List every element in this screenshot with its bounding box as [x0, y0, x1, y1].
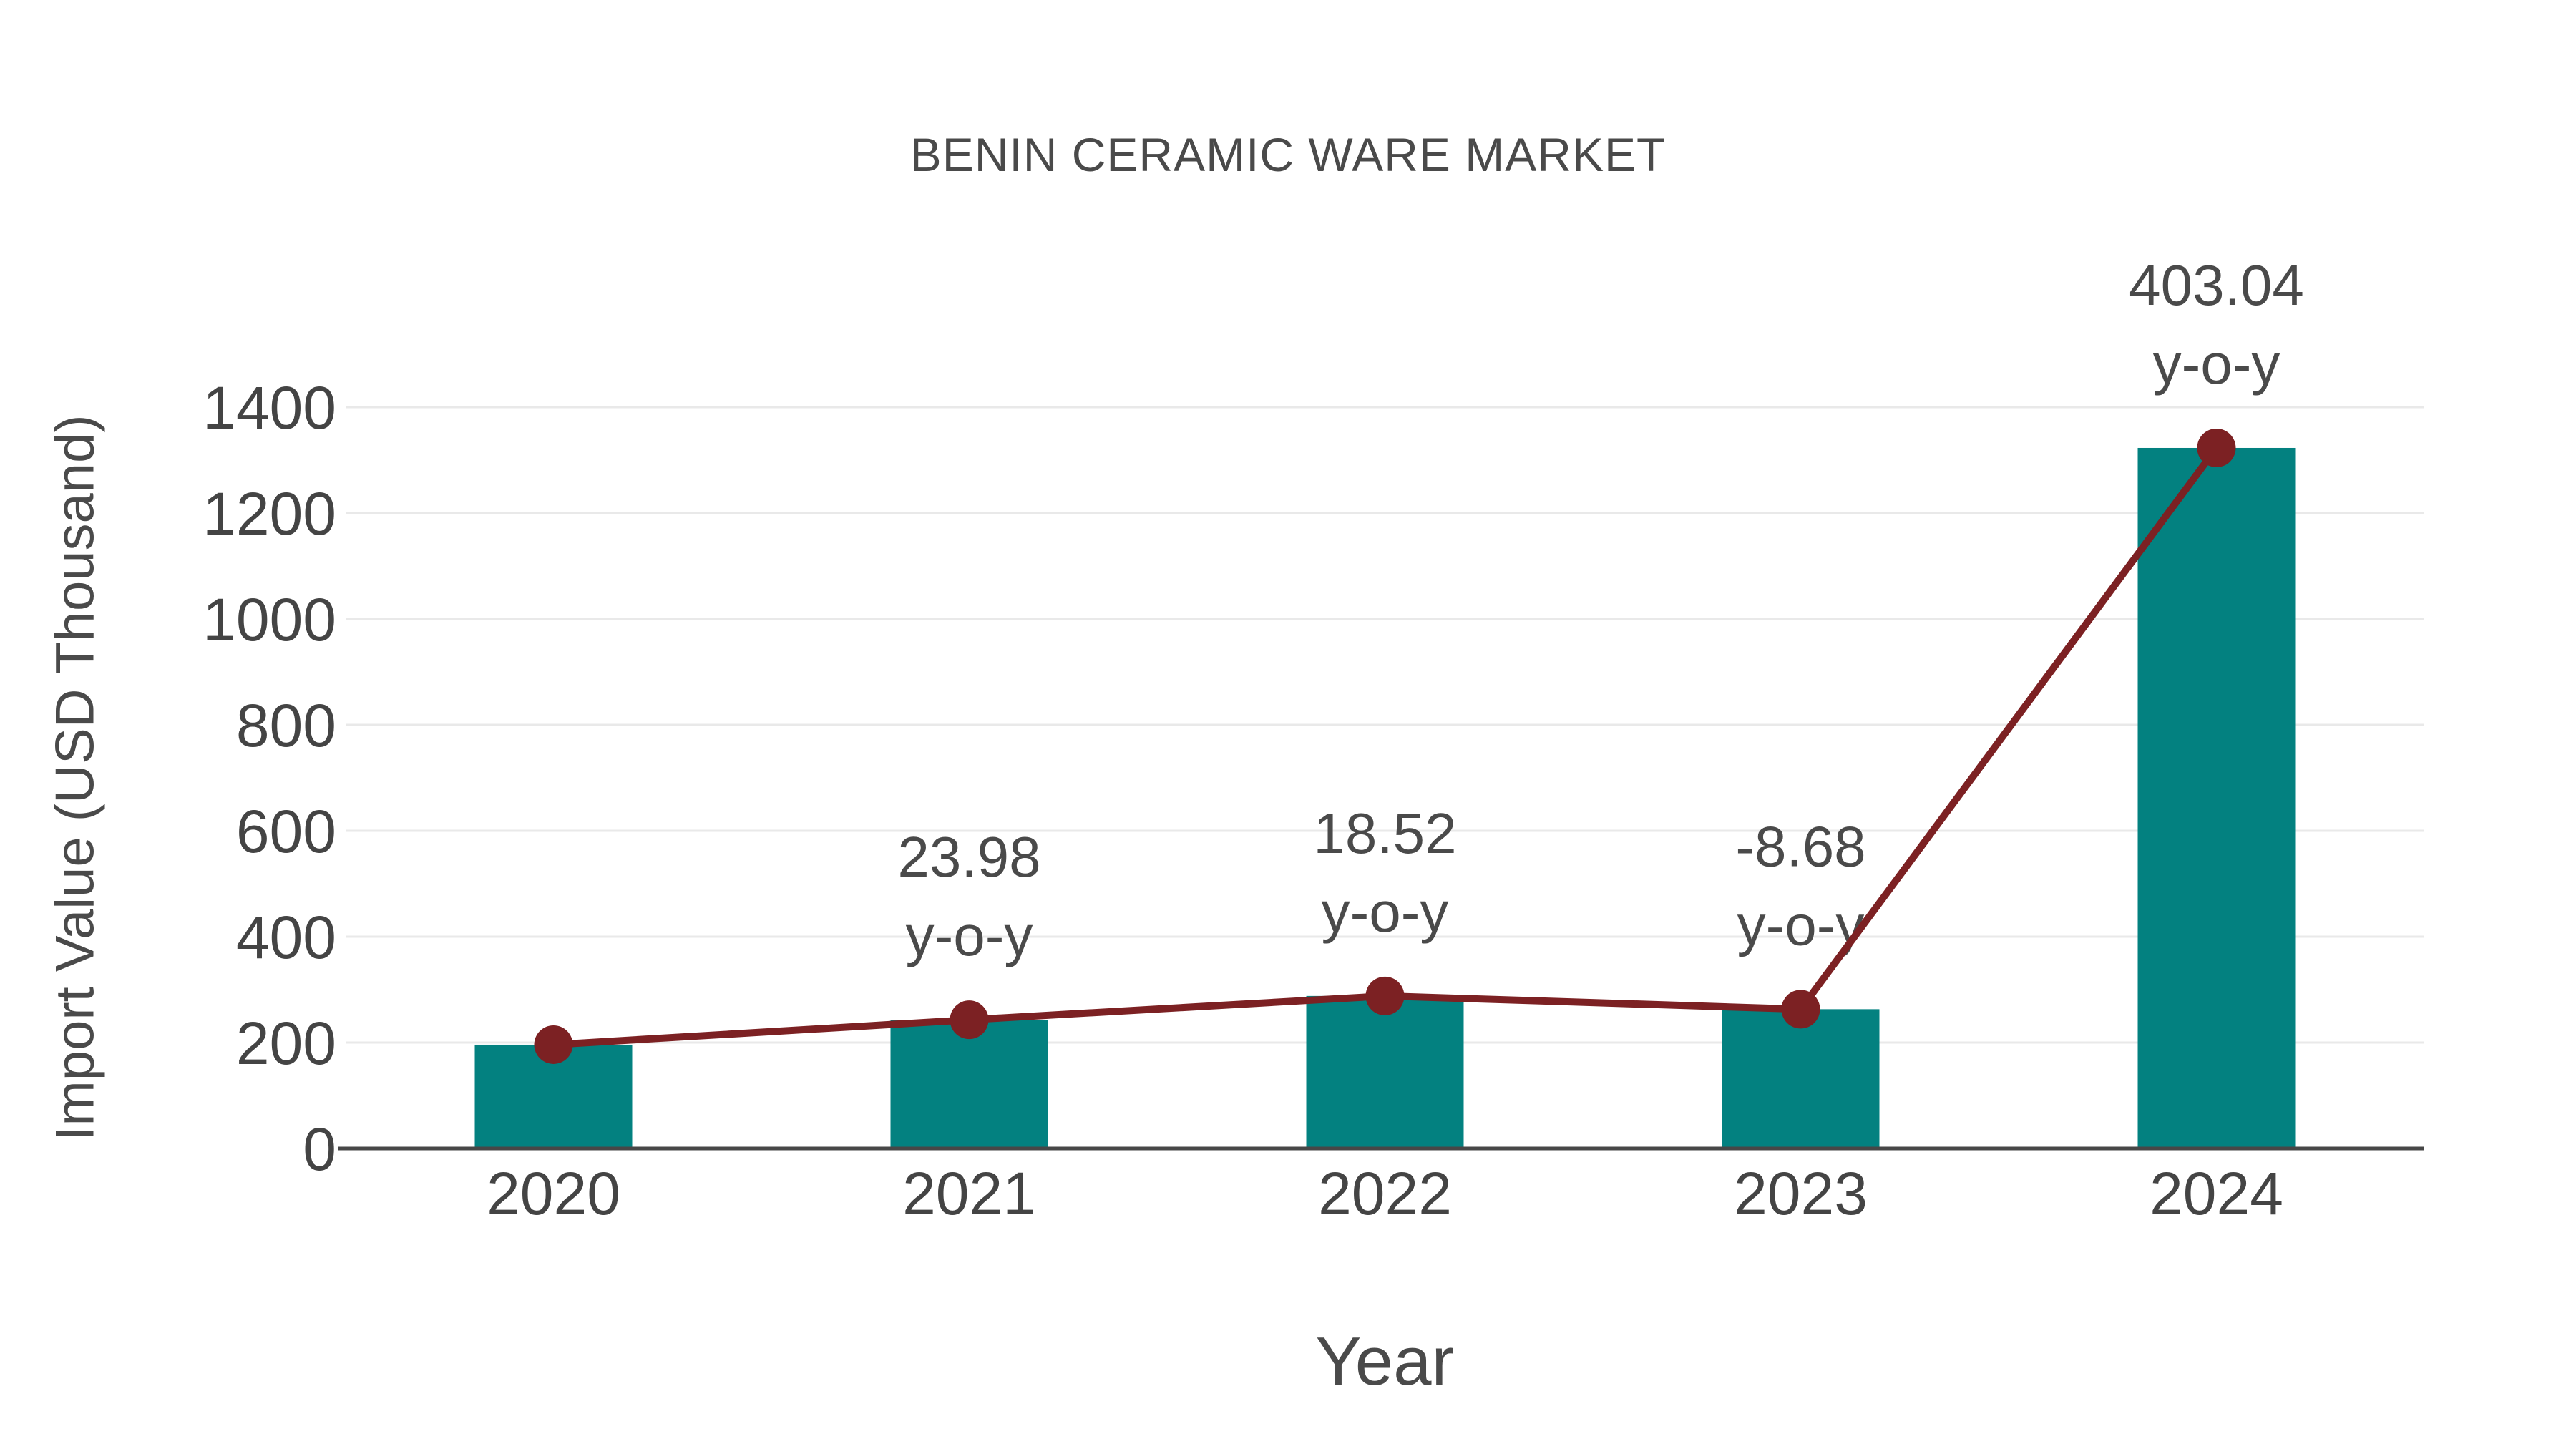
y-tick-label-200: 200 — [236, 1010, 336, 1077]
bar-2021 — [890, 1020, 1048, 1148]
y-tick-label-400: 400 — [236, 904, 336, 971]
x-tick-label-2020: 2020 — [487, 1160, 620, 1227]
x-tick-label-2023: 2023 — [1734, 1160, 1868, 1227]
yoy-suffix-2024: y-o-y — [2153, 332, 2280, 396]
trend-marker-2024 — [2197, 428, 2236, 467]
y-tick-label-0: 0 — [303, 1116, 336, 1183]
y-tick-label-600: 600 — [236, 798, 336, 865]
y-tick-label-1400: 1400 — [203, 374, 336, 441]
y-tick-label-800: 800 — [236, 692, 336, 759]
x-tick-label-2022: 2022 — [1318, 1160, 1452, 1227]
yoy-suffix-2022: y-o-y — [1322, 880, 1449, 944]
y-tick-label-1000: 1000 — [203, 586, 336, 653]
x-tick-label-2024: 2024 — [2150, 1160, 2283, 1227]
yoy-trend-line — [553, 446, 2220, 1048]
y-tick-label-1200: 1200 — [203, 480, 336, 547]
x-axis-title: Year — [1315, 1323, 1455, 1400]
yoy-suffix-2021: y-o-y — [906, 904, 1033, 967]
bar-2023 — [1722, 1009, 1880, 1148]
x-tick-label-2021: 2021 — [902, 1160, 1036, 1227]
trend-marker-2023 — [1781, 990, 1820, 1029]
trend-marker-2021 — [950, 1000, 989, 1040]
trend-marker-2022 — [1365, 976, 1405, 1015]
yoy-value-2022: 18.52 — [1313, 801, 1456, 865]
yoy-value-2024: 403.04 — [2129, 253, 2304, 317]
chart-title: BENIN CERAMIC WARE MARKET — [909, 128, 1667, 181]
yoy-value-2023: -8.68 — [1735, 814, 1865, 878]
bar-2022 — [1306, 995, 1464, 1148]
yoy-value-2021: 23.98 — [897, 825, 1040, 889]
bar-2024 — [2137, 447, 2296, 1148]
trend-marker-2020 — [534, 1025, 573, 1064]
